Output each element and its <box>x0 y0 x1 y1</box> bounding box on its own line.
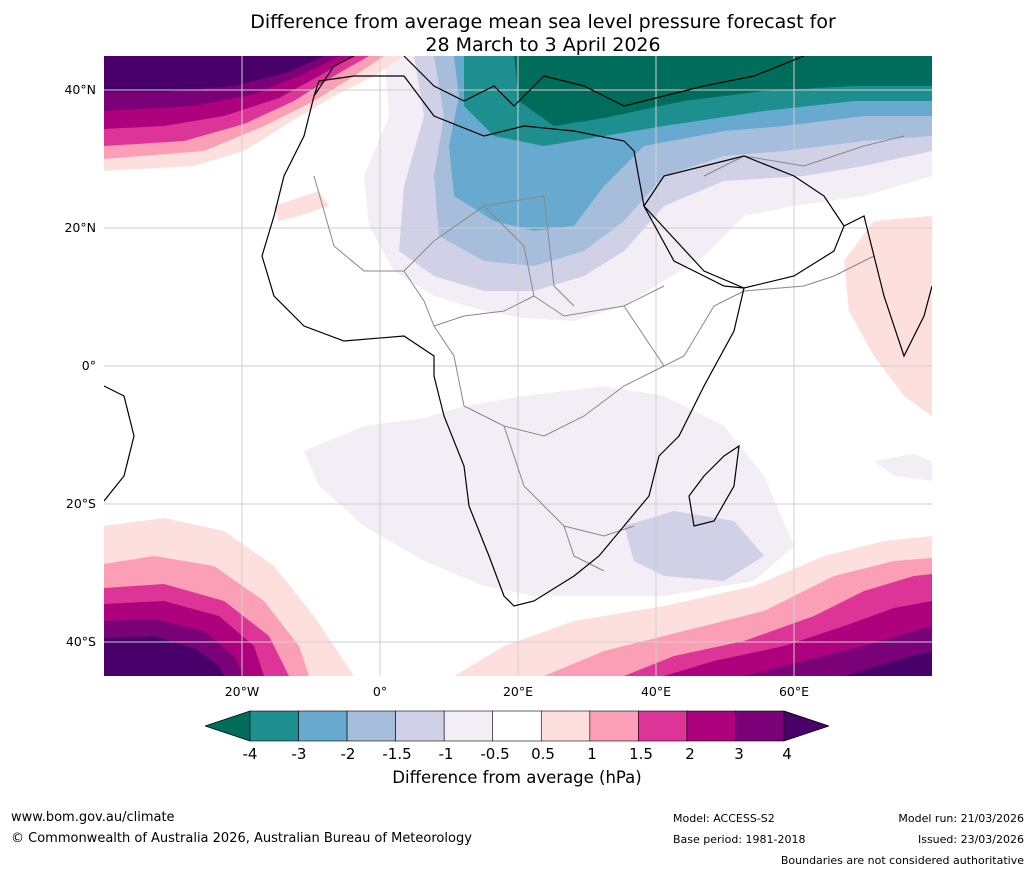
colorbar-bin <box>540 710 591 742</box>
colorbar-max-arrow <box>783 710 829 742</box>
model-run-date: Model run: 21/03/2026 <box>898 812 1024 825</box>
coastlines <box>104 56 932 607</box>
colorbar-tick: -0.5 <box>480 745 510 763</box>
colorbar-bin <box>589 710 639 742</box>
anomaly-region-se-4 <box>844 651 932 676</box>
boundaries-disclaimer: Boundaries are not considered authoritat… <box>780 854 1024 867</box>
colorbar-bin <box>395 710 445 742</box>
lat-label-0: 0° <box>81 358 96 373</box>
copyright-text: © Commonwealth of Australia 2026, Austra… <box>11 831 472 846</box>
colorbar-tick: 2 <box>685 745 695 763</box>
lon-label-0: 0° <box>372 684 388 699</box>
colorbar-bin <box>735 710 785 742</box>
country-borders <box>313 135 905 572</box>
africa-coastline <box>261 75 745 607</box>
colorbar <box>205 710 829 742</box>
anomaly-region-sahara-small <box>274 191 329 221</box>
india-coastline <box>843 215 932 358</box>
lat-label-40n: 40°N <box>64 82 96 97</box>
colorbar-tick: 3 <box>734 745 744 763</box>
colorbar-tick: -4 <box>242 745 258 763</box>
lon-label-40e: 40°E <box>640 684 672 699</box>
madagascar-coastline <box>688 444 740 527</box>
map-title-line-1: Difference from average mean sea level p… <box>250 11 836 33</box>
colorbar-bin <box>298 710 348 742</box>
anomaly-region-nw-4 <box>104 56 324 92</box>
colorbar-tick: -2 <box>340 745 356 763</box>
lon-label-60e: 60°E <box>778 684 810 699</box>
colorbar-tick: 4 <box>782 745 792 763</box>
base-period: Base period: 1981-2018 <box>673 833 806 846</box>
model-name: Model: ACCESS-S2 <box>673 812 775 825</box>
colorbar-min-arrow <box>205 710 251 742</box>
colorbar-bin <box>638 710 688 742</box>
colorbar-tick: -1.5 <box>382 745 412 763</box>
anomaly-region-sw-4 <box>104 636 224 676</box>
anomaly-region-se-3 <box>744 626 932 676</box>
colorbar-bin <box>492 710 542 742</box>
pressure-anomaly-map <box>104 56 932 676</box>
colorbar-tick: 1.5 <box>629 745 653 763</box>
colorbar-tick: 0.5 <box>531 745 555 763</box>
anomaly-region-arabian-sea <box>844 216 932 416</box>
arabian-peninsula-coastline <box>643 155 845 289</box>
lon-label-20w: 20°W <box>224 684 260 699</box>
colorbar-bin <box>443 710 494 742</box>
colorbar-bin <box>686 710 736 742</box>
anomaly-region-madagascar <box>624 511 764 581</box>
lon-label-20e: 20°E <box>502 684 534 699</box>
lat-label-40s: 40°S <box>65 634 96 649</box>
lat-label-20s: 20°S <box>65 496 96 511</box>
south-america-coastline <box>104 385 135 502</box>
map-title-line-2: 28 March to 3 April 2026 <box>425 34 661 56</box>
europe-coastline <box>313 56 805 107</box>
lat-label-20n: 20°N <box>64 220 96 235</box>
colorbar-bin <box>346 710 396 742</box>
colorbar-tick: -1 <box>438 745 454 763</box>
colorbar-label: Difference from average (hPa) <box>392 768 642 787</box>
anomaly-region-minus-4 <box>514 56 932 126</box>
anomaly-region-east-indian-ocean <box>874 454 932 481</box>
graticule <box>104 56 932 676</box>
colorbar-bin <box>249 710 299 742</box>
issued-date: Issued: 23/03/2026 <box>917 833 1024 846</box>
colorbar-tick: 1 <box>587 745 597 763</box>
website-link[interactable]: www.bom.gov.au/climate <box>11 810 175 825</box>
colorbar-tick: -3 <box>291 745 307 763</box>
